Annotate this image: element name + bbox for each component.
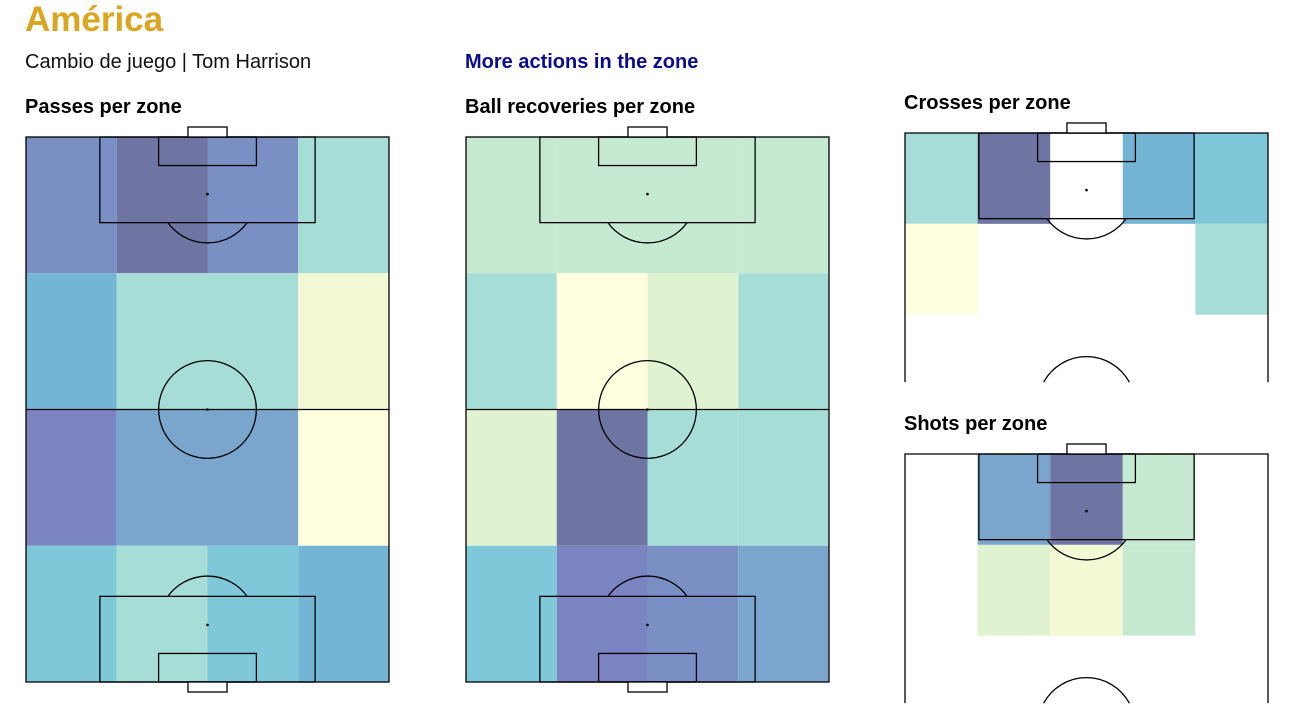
heat-cell (738, 273, 829, 410)
goal (187, 126, 228, 138)
centre-circle (1043, 677, 1130, 704)
heat-cell (977, 133, 1051, 224)
heat-cell (1122, 133, 1196, 224)
heat-cell (647, 409, 739, 546)
penalty-spot (206, 192, 209, 196)
centre-spot (206, 408, 209, 411)
centre-circle (158, 360, 257, 459)
heat-cell (26, 409, 117, 546)
penalty-spot (1085, 509, 1088, 513)
heat-cell (977, 544, 1051, 636)
heat-cell (905, 133, 978, 224)
goal (187, 681, 228, 693)
passes-title: Passes per zone (25, 96, 182, 118)
heat-cell (556, 409, 648, 546)
goal (627, 126, 668, 138)
heat-cell (466, 273, 557, 410)
heat-cell (647, 137, 739, 274)
heat-cell (466, 545, 557, 682)
heat-cell (1050, 454, 1123, 545)
heat-cell (1050, 544, 1123, 636)
centre-circle (598, 360, 697, 459)
team-title: América (25, 0, 164, 39)
heat-cell (116, 137, 208, 274)
heat-cell (1195, 133, 1268, 224)
crosses-title: Crosses per zone (904, 92, 1071, 114)
goal (1066, 122, 1107, 134)
heat-cell (26, 273, 117, 410)
heat-cell (738, 545, 829, 682)
heat-cell (298, 409, 389, 546)
heat-cell (1122, 544, 1196, 636)
penalty-spot (646, 192, 649, 196)
heat-cell (207, 409, 299, 546)
heat-cell (26, 137, 117, 274)
penalty-arc (167, 222, 248, 244)
heat-cell (298, 137, 389, 274)
goal-area (1036, 132, 1137, 163)
heat-cell (116, 409, 208, 546)
heat-cell (207, 137, 299, 274)
penalty-spot (206, 623, 209, 627)
subtitle: Cambio de juego | Tom Harrison (25, 51, 312, 73)
heat-cell (207, 545, 299, 682)
penalty-spot (1085, 188, 1088, 192)
passes-pitch (25, 126, 390, 693)
heat-cell (556, 545, 648, 682)
penalty-arc (607, 575, 688, 597)
recoveries-pitch (465, 126, 830, 693)
heat-cell (116, 545, 208, 682)
heat-cell (905, 223, 978, 315)
heat-cell (298, 545, 389, 682)
goal (1066, 443, 1107, 455)
more-actions-link[interactable]: More actions in the zone (465, 51, 699, 73)
heat-cell (207, 273, 299, 410)
centre-spot (646, 408, 649, 411)
heat-cell (26, 545, 117, 682)
heat-cell (298, 273, 389, 410)
penalty-arc (1046, 539, 1127, 561)
heat-cell (647, 273, 739, 410)
heat-cell (556, 137, 648, 274)
heat-cell (116, 273, 208, 410)
penalty-arc (1046, 218, 1127, 240)
shots-title: Shots per zone (904, 413, 1048, 435)
shots-pitch (904, 443, 1269, 704)
heat-cell (977, 454, 1051, 545)
penalty-spot (646, 623, 649, 627)
heat-cell (466, 409, 557, 546)
heat-cell (647, 545, 739, 682)
centre-circle (1043, 356, 1130, 383)
penalty-arc (607, 222, 688, 244)
heat-cell (738, 137, 829, 274)
recoveries-title: Ball recoveries per zone (465, 96, 696, 118)
heat-cell (1195, 223, 1268, 315)
heat-cell (556, 273, 648, 410)
penalty-arc (167, 575, 248, 597)
heat-cell (1122, 454, 1196, 545)
goal (627, 681, 668, 693)
crosses-pitch (904, 122, 1269, 383)
heat-cell (466, 137, 557, 274)
heat-cell (738, 409, 829, 546)
